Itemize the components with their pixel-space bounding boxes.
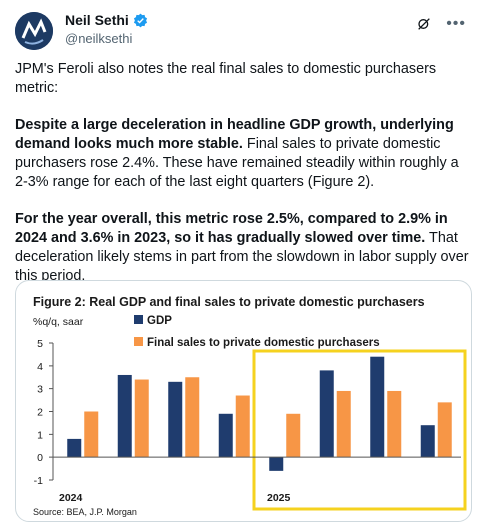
tweet-paragraph-2: Despite a large deceleration in headline… — [15, 116, 470, 192]
final-sales-bar — [134, 379, 149, 458]
y-tick-label: 0 — [37, 452, 43, 464]
legend-label-gdp: GDP — [147, 315, 172, 327]
gdp-bar — [218, 413, 233, 458]
chart: Figure 2: Real GDP and final sales to pr… — [33, 295, 467, 517]
tweet-header: Neil Sethi @neilksethi ••• — [15, 10, 470, 50]
chart-title: Figure 2: Real GDP and final sales to pr… — [33, 295, 425, 309]
final-sales-bar — [235, 395, 250, 458]
author-name[interactable]: Neil Sethi — [65, 12, 129, 28]
avatar[interactable] — [15, 12, 53, 50]
author-handle[interactable]: @neilksethi — [65, 31, 133, 46]
y-tick-label: 1 — [37, 429, 43, 441]
x-group-label: 2024 — [59, 492, 83, 504]
chart-ylabel: %q/q, saar — [33, 316, 84, 328]
tweet-paragraph-1: JPM's Feroli also notes the real final s… — [15, 61, 437, 96]
gdp-bar — [420, 425, 435, 458]
more-icon[interactable]: ••• — [446, 15, 466, 32]
highlight-box — [252, 349, 467, 511]
y-tick-label: 5 — [37, 338, 43, 350]
tweet-paragraph-2-rest: Final sales to private domestic purchase… — [15, 136, 459, 190]
legend-swatch-gdp — [134, 315, 143, 324]
y-tick-label: 3 — [37, 384, 43, 396]
tweet-paragraph-2-bold: Despite a large deceleration in headline… — [15, 117, 454, 152]
y-tick-label: 2 — [37, 407, 43, 419]
y-tick-label: -1 — [34, 475, 43, 487]
gdp-bar — [67, 438, 82, 458]
legend-label-final-sales: Final sales to private domestic purchase… — [147, 337, 380, 349]
final-sales-bar — [84, 411, 99, 458]
gdp-bar — [370, 356, 385, 458]
tweet-paragraph-3: For the year overall, this metric rose 2… — [15, 210, 470, 286]
x-group-label: 2025 — [267, 492, 291, 504]
final-sales-bar — [286, 413, 301, 458]
tweet-paragraph-3-bold: For the year overall, this metric rose 2… — [15, 211, 448, 246]
gdp-bar — [117, 374, 132, 458]
tweet-text: JPM's Feroli also notes the real final s… — [15, 60, 470, 304]
y-tick-label: 4 — [37, 361, 43, 373]
avatar-logo — [15, 12, 53, 50]
final-sales-bar — [185, 377, 200, 458]
final-sales-bar — [336, 390, 351, 458]
gdp-bar — [269, 457, 284, 471]
grok-icon[interactable] — [416, 16, 432, 32]
final-sales-bar — [437, 402, 452, 458]
chart-source: Source: BEA, J.P. Morgan — [33, 507, 137, 517]
chart-image-card[interactable]: Figure 2: Real GDP and final sales to pr… — [15, 280, 472, 522]
final-sales-bar — [387, 390, 402, 458]
verified-badge-icon — [133, 13, 147, 27]
gdp-bar — [168, 381, 183, 458]
gdp-bar — [319, 370, 334, 458]
legend-swatch-final-sales — [134, 337, 143, 346]
